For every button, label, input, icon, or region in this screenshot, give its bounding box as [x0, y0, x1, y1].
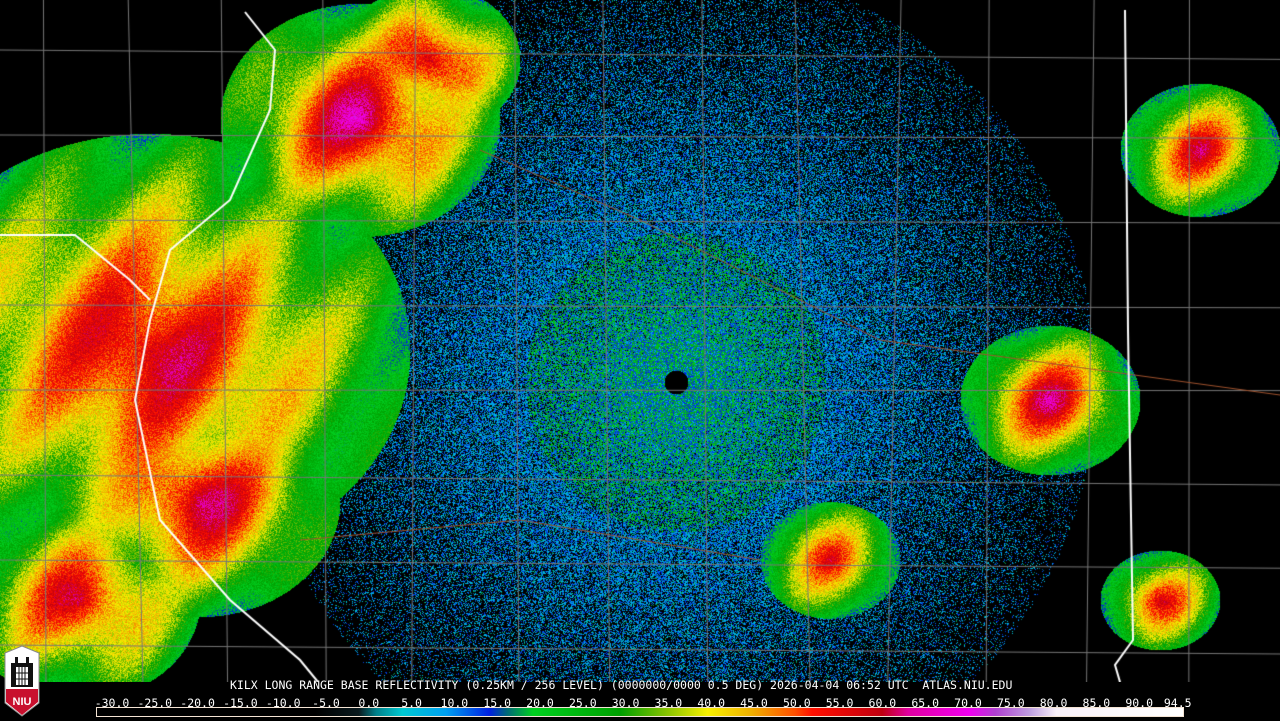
colorbar-tick-label: 0.0 [358, 696, 380, 710]
colorbar-tick-label: 5.0 [401, 696, 422, 710]
colorbar-tick-label: 80.0 [1039, 696, 1068, 710]
colorbar-tick-label: -15.0 [223, 696, 258, 710]
niu-tower-logo-icon: NIU [4, 645, 40, 717]
colorbar-tick-label: -20.0 [180, 696, 215, 710]
colorbar-tick-labels: -30.0 -25.0 -20.0 -15.0 -10.0 -5.0 0.0 5.0 10.0 1… [0, 696, 1280, 710]
colorbar-tick-label: 20.0 [526, 696, 554, 710]
colorbar-tick-label: 45.0 [740, 696, 768, 710]
colorbar-tick-label: 40.0 [697, 696, 726, 710]
logo-text: NIU [13, 696, 32, 708]
colorbar-tick-label: -5.0 [312, 696, 340, 710]
colorbar-tick-label: 15.0 [483, 696, 512, 710]
colorbar-tick-label: -25.0 [137, 696, 173, 710]
colorbar-tick-label: 85.0 [1082, 696, 1111, 710]
colorbar-tick-label: 50.0 [782, 696, 811, 710]
colorbar-tick-label: 55.0 [825, 696, 854, 710]
colorbar [96, 707, 1184, 717]
colorbar-tick-label: 65.0 [911, 696, 940, 710]
colorbar-tick-label: 75.0 [996, 696, 1025, 710]
colorbar-tick-label: -30.0 [94, 696, 130, 710]
colorbar-tick-label: 25.0 [568, 696, 597, 710]
radar-reflectivity-map [0, 0, 1280, 682]
colorbar-tick-label: 70.0 [954, 696, 982, 710]
colorbar-tick-label: 94.5 [1163, 696, 1192, 710]
colorbar-tick-label: 35.0 [654, 696, 683, 710]
niu-logo: NIU [3, 645, 41, 717]
colorbar-tick-label: 90.0 [1125, 696, 1154, 710]
product-title: KILX LONG RANGE BASE REFLECTIVITY (0.25K… [230, 678, 1013, 692]
colorbar-tick-label: 30.0 [611, 696, 640, 710]
colorbar-tick-label: 60.0 [868, 696, 897, 710]
colorbar-tick-label: 10.0 [440, 696, 469, 710]
colorbar-tick-label: -10.0 [265, 696, 301, 710]
